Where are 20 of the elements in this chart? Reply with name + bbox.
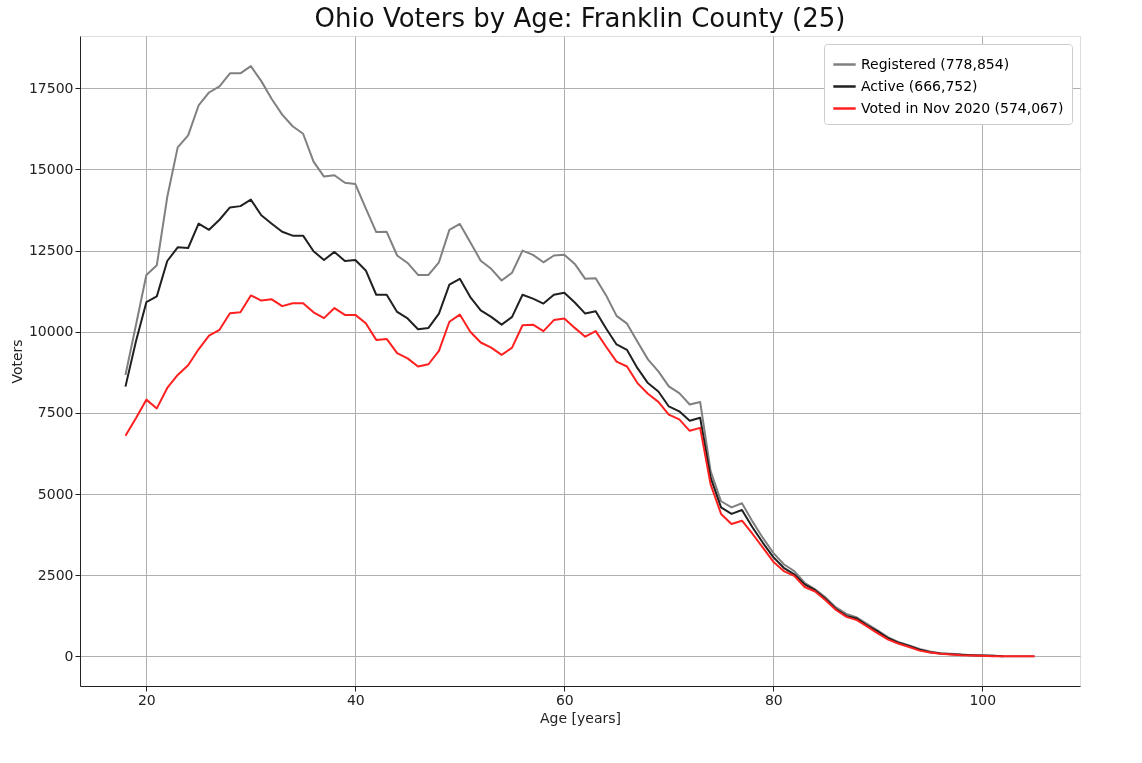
x-tick-label: 80 <box>764 691 783 708</box>
legend-label: Registered (778,854) <box>861 55 1010 72</box>
y-tick-label: 10000 <box>28 323 74 340</box>
x-axis-title: Age [years] <box>540 709 621 726</box>
y-tick-label: 15000 <box>28 160 74 177</box>
y-tick-label: 17500 <box>28 79 74 96</box>
legend-label: Voted in Nov 2020 (574,067) <box>861 99 1064 116</box>
y-tick-label: 2500 <box>37 566 74 583</box>
x-tick-label: 60 <box>555 691 574 708</box>
legend-label: Active (666,752) <box>861 77 978 94</box>
y-tick-label: 12500 <box>28 242 74 259</box>
x-tick-label: 20 <box>137 691 156 708</box>
line-series <box>124 294 1036 658</box>
y-tick-label: 0 <box>64 647 74 664</box>
y-tick-label: 5000 <box>37 485 74 502</box>
y-axis-title: Voters <box>8 339 25 384</box>
chart-title: Ohio Voters by Age: Franklin County (25) <box>314 3 846 33</box>
y-tick-label: 7500 <box>37 404 74 421</box>
x-tick-label: 100 <box>969 691 997 708</box>
x-tick-label: 40 <box>346 691 365 708</box>
